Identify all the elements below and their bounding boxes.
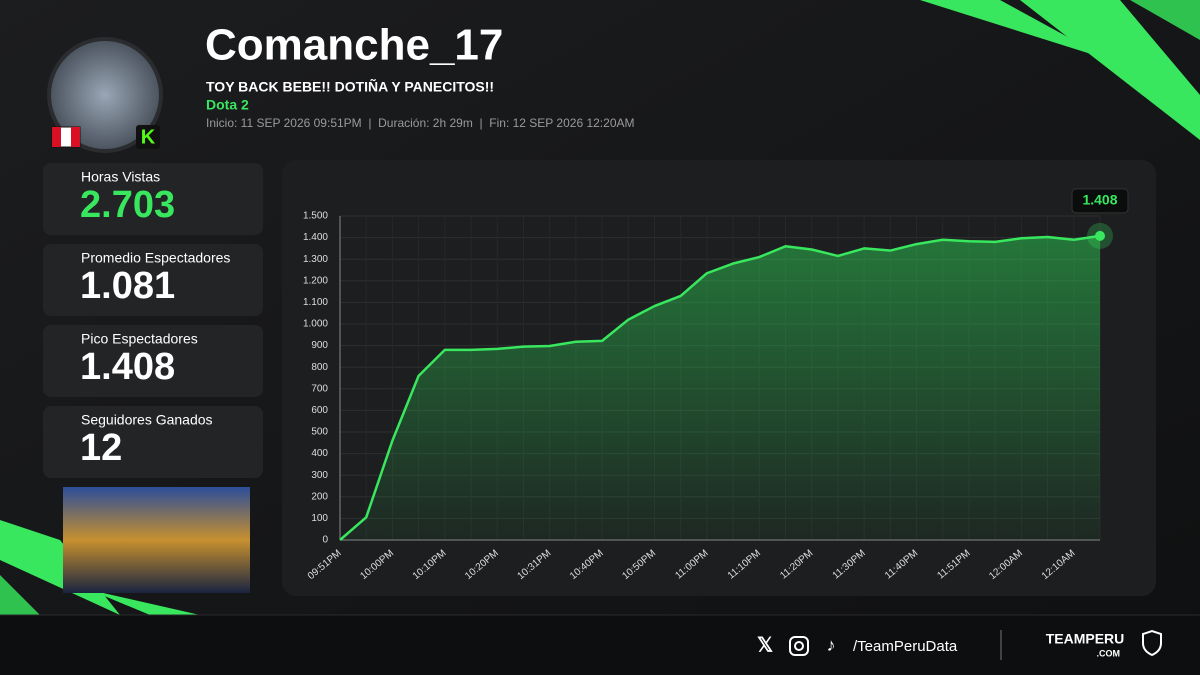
kick-icon (136, 125, 160, 149)
brand-sub: .COM (1097, 648, 1121, 658)
y-tick-label: 0 (322, 535, 328, 546)
peak-point (1095, 230, 1105, 241)
y-tick-label: 500 (311, 427, 328, 438)
game: Dota 2 (206, 97, 249, 113)
flag (71, 127, 80, 147)
stat-value: 1.081 (80, 265, 175, 307)
y-tick-label: 1.000 (303, 319, 328, 330)
y-tick-label: 800 (311, 362, 328, 373)
line (339, 234, 1101, 541)
y-tick-label: 200 (311, 491, 328, 502)
stat-value: 1.408 (80, 346, 175, 388)
y-tick-label: 300 (311, 470, 328, 481)
y-tick-label: 1.500 (303, 211, 328, 222)
kick-icon: K (141, 126, 156, 148)
y-tick-label: 600 (311, 405, 328, 416)
y-tick-label: 1.200 (303, 275, 328, 286)
stat-label: Promedio Espectadores (81, 250, 230, 266)
social-handle: /TeamPeruData (853, 638, 958, 655)
y-tick-label: 100 (311, 513, 328, 524)
y-tick-label: 900 (311, 340, 328, 351)
peak-label-box (1071, 188, 1129, 214)
stat-value: 12 (80, 427, 122, 469)
stat-label: Horas Vistas (81, 169, 160, 185)
stream-title: TOY BACK BEBE!! DOTIÑA Y PANECITOS!! (206, 78, 494, 95)
x-icon: 𝕏 (757, 634, 773, 656)
y-tick-label: 1.100 (303, 297, 328, 308)
stat-card (43, 244, 263, 316)
avatar (51, 41, 159, 149)
stat-value: 2.703 (80, 184, 175, 226)
deco (0, 0, 1200, 615)
streamer-name: Comanche_17 (205, 21, 503, 70)
tiktok-icon: ♪ (827, 635, 836, 655)
footer (0, 615, 1200, 675)
stat-label: Seguidores Ganados (81, 412, 213, 428)
y-tick-label: 1.300 (303, 254, 328, 265)
stream-info: Inicio: 11 SEP 2026 09:51PM | Duración: … (206, 116, 635, 130)
stat-label: Pico Espectadores (81, 331, 198, 347)
stat-card (43, 406, 263, 478)
brand-logo (1142, 629, 1162, 657)
brand: TEAMPERU (1046, 631, 1125, 647)
thumbnail (63, 487, 250, 593)
instagram-icon (794, 641, 804, 651)
y-tick-label: 700 (311, 383, 328, 394)
y-tick-label: 1.400 (303, 232, 328, 243)
y-tick-label: 400 (311, 448, 328, 459)
stat-card (43, 163, 263, 235)
flag (52, 127, 61, 147)
peak-label: 1.408 (1082, 192, 1117, 208)
area (340, 235, 1100, 540)
instagram-icon (789, 636, 809, 656)
stat-card (43, 325, 263, 397)
